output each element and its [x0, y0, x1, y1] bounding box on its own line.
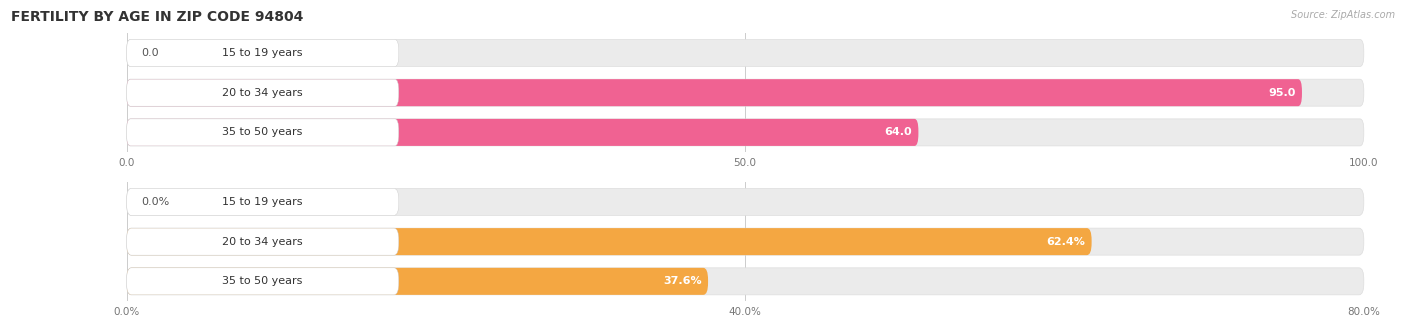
FancyBboxPatch shape [127, 228, 399, 255]
FancyBboxPatch shape [127, 79, 1302, 106]
FancyBboxPatch shape [127, 268, 709, 295]
FancyBboxPatch shape [127, 39, 399, 67]
Text: 15 to 19 years: 15 to 19 years [222, 48, 302, 58]
FancyBboxPatch shape [127, 268, 399, 295]
FancyBboxPatch shape [127, 119, 399, 146]
Text: 0.0: 0.0 [142, 48, 159, 58]
Text: 35 to 50 years: 35 to 50 years [222, 276, 302, 286]
Text: Source: ZipAtlas.com: Source: ZipAtlas.com [1291, 10, 1395, 20]
Text: 95.0: 95.0 [1268, 88, 1296, 98]
Text: 35 to 50 years: 35 to 50 years [222, 127, 302, 137]
Text: 20 to 34 years: 20 to 34 years [222, 88, 302, 98]
FancyBboxPatch shape [127, 119, 1364, 146]
FancyBboxPatch shape [127, 228, 1091, 255]
Text: 37.6%: 37.6% [664, 276, 702, 286]
Text: 62.4%: 62.4% [1046, 237, 1085, 247]
FancyBboxPatch shape [127, 188, 1364, 215]
FancyBboxPatch shape [127, 79, 399, 106]
Text: 20 to 34 years: 20 to 34 years [222, 237, 302, 247]
FancyBboxPatch shape [127, 228, 1364, 255]
FancyBboxPatch shape [127, 119, 918, 146]
FancyBboxPatch shape [127, 39, 1364, 67]
FancyBboxPatch shape [127, 188, 399, 215]
FancyBboxPatch shape [127, 79, 1364, 106]
Text: FERTILITY BY AGE IN ZIP CODE 94804: FERTILITY BY AGE IN ZIP CODE 94804 [11, 10, 304, 24]
Text: 64.0: 64.0 [884, 127, 912, 137]
Text: 0.0%: 0.0% [142, 197, 170, 207]
Text: 15 to 19 years: 15 to 19 years [222, 197, 302, 207]
FancyBboxPatch shape [127, 268, 1364, 295]
